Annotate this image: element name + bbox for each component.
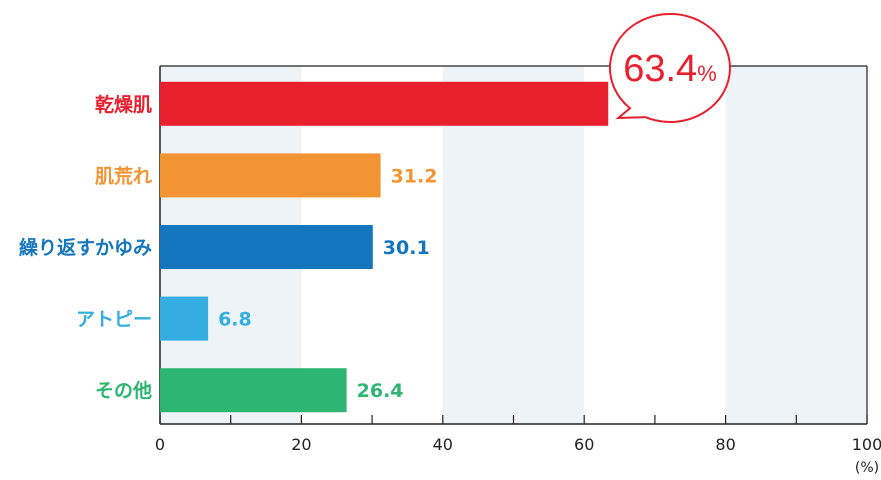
x-tick-label: 80 [715, 435, 735, 454]
bar [160, 153, 381, 198]
x-tick-label: 0 [155, 435, 165, 454]
value-label: 30.1 [383, 237, 430, 259]
x-tick-label: 40 [433, 435, 453, 454]
x-tick-label: 60 [574, 435, 594, 454]
callout-bubble [609, 13, 731, 123]
category-label: 肌荒れ [95, 164, 152, 187]
category-label: その他 [95, 379, 152, 402]
category-label: 繰り返すかゆみ [19, 236, 152, 259]
x-tick-label: 100 [852, 435, 881, 454]
category-label: アトピー [76, 309, 152, 331]
value-label: 6.8 [218, 309, 252, 331]
x-tick-labels: 0 20 40 60 80 100 [155, 435, 881, 454]
highlight-callout: 63.4% [609, 13, 731, 123]
callout-value-unit: % [697, 61, 717, 86]
bar [160, 225, 373, 269]
value-label: 31.2 [391, 165, 438, 187]
callout-value-number: 63.4 [623, 48, 697, 90]
value-label: 26.4 [357, 380, 404, 402]
callout-value: 63.4% [623, 48, 717, 90]
background-band [725, 66, 867, 424]
value-labels: 31.2 30.1 6.8 26.4 [218, 165, 437, 402]
bar [160, 368, 347, 413]
bars [160, 81, 609, 413]
bar [160, 81, 609, 126]
category-label: 乾燥肌 [95, 93, 152, 116]
x-axis-unit-label: (%) [855, 460, 879, 476]
bar [160, 296, 209, 341]
x-axis-ticks [159, 415, 868, 424]
x-tick-label: 20 [291, 435, 311, 454]
